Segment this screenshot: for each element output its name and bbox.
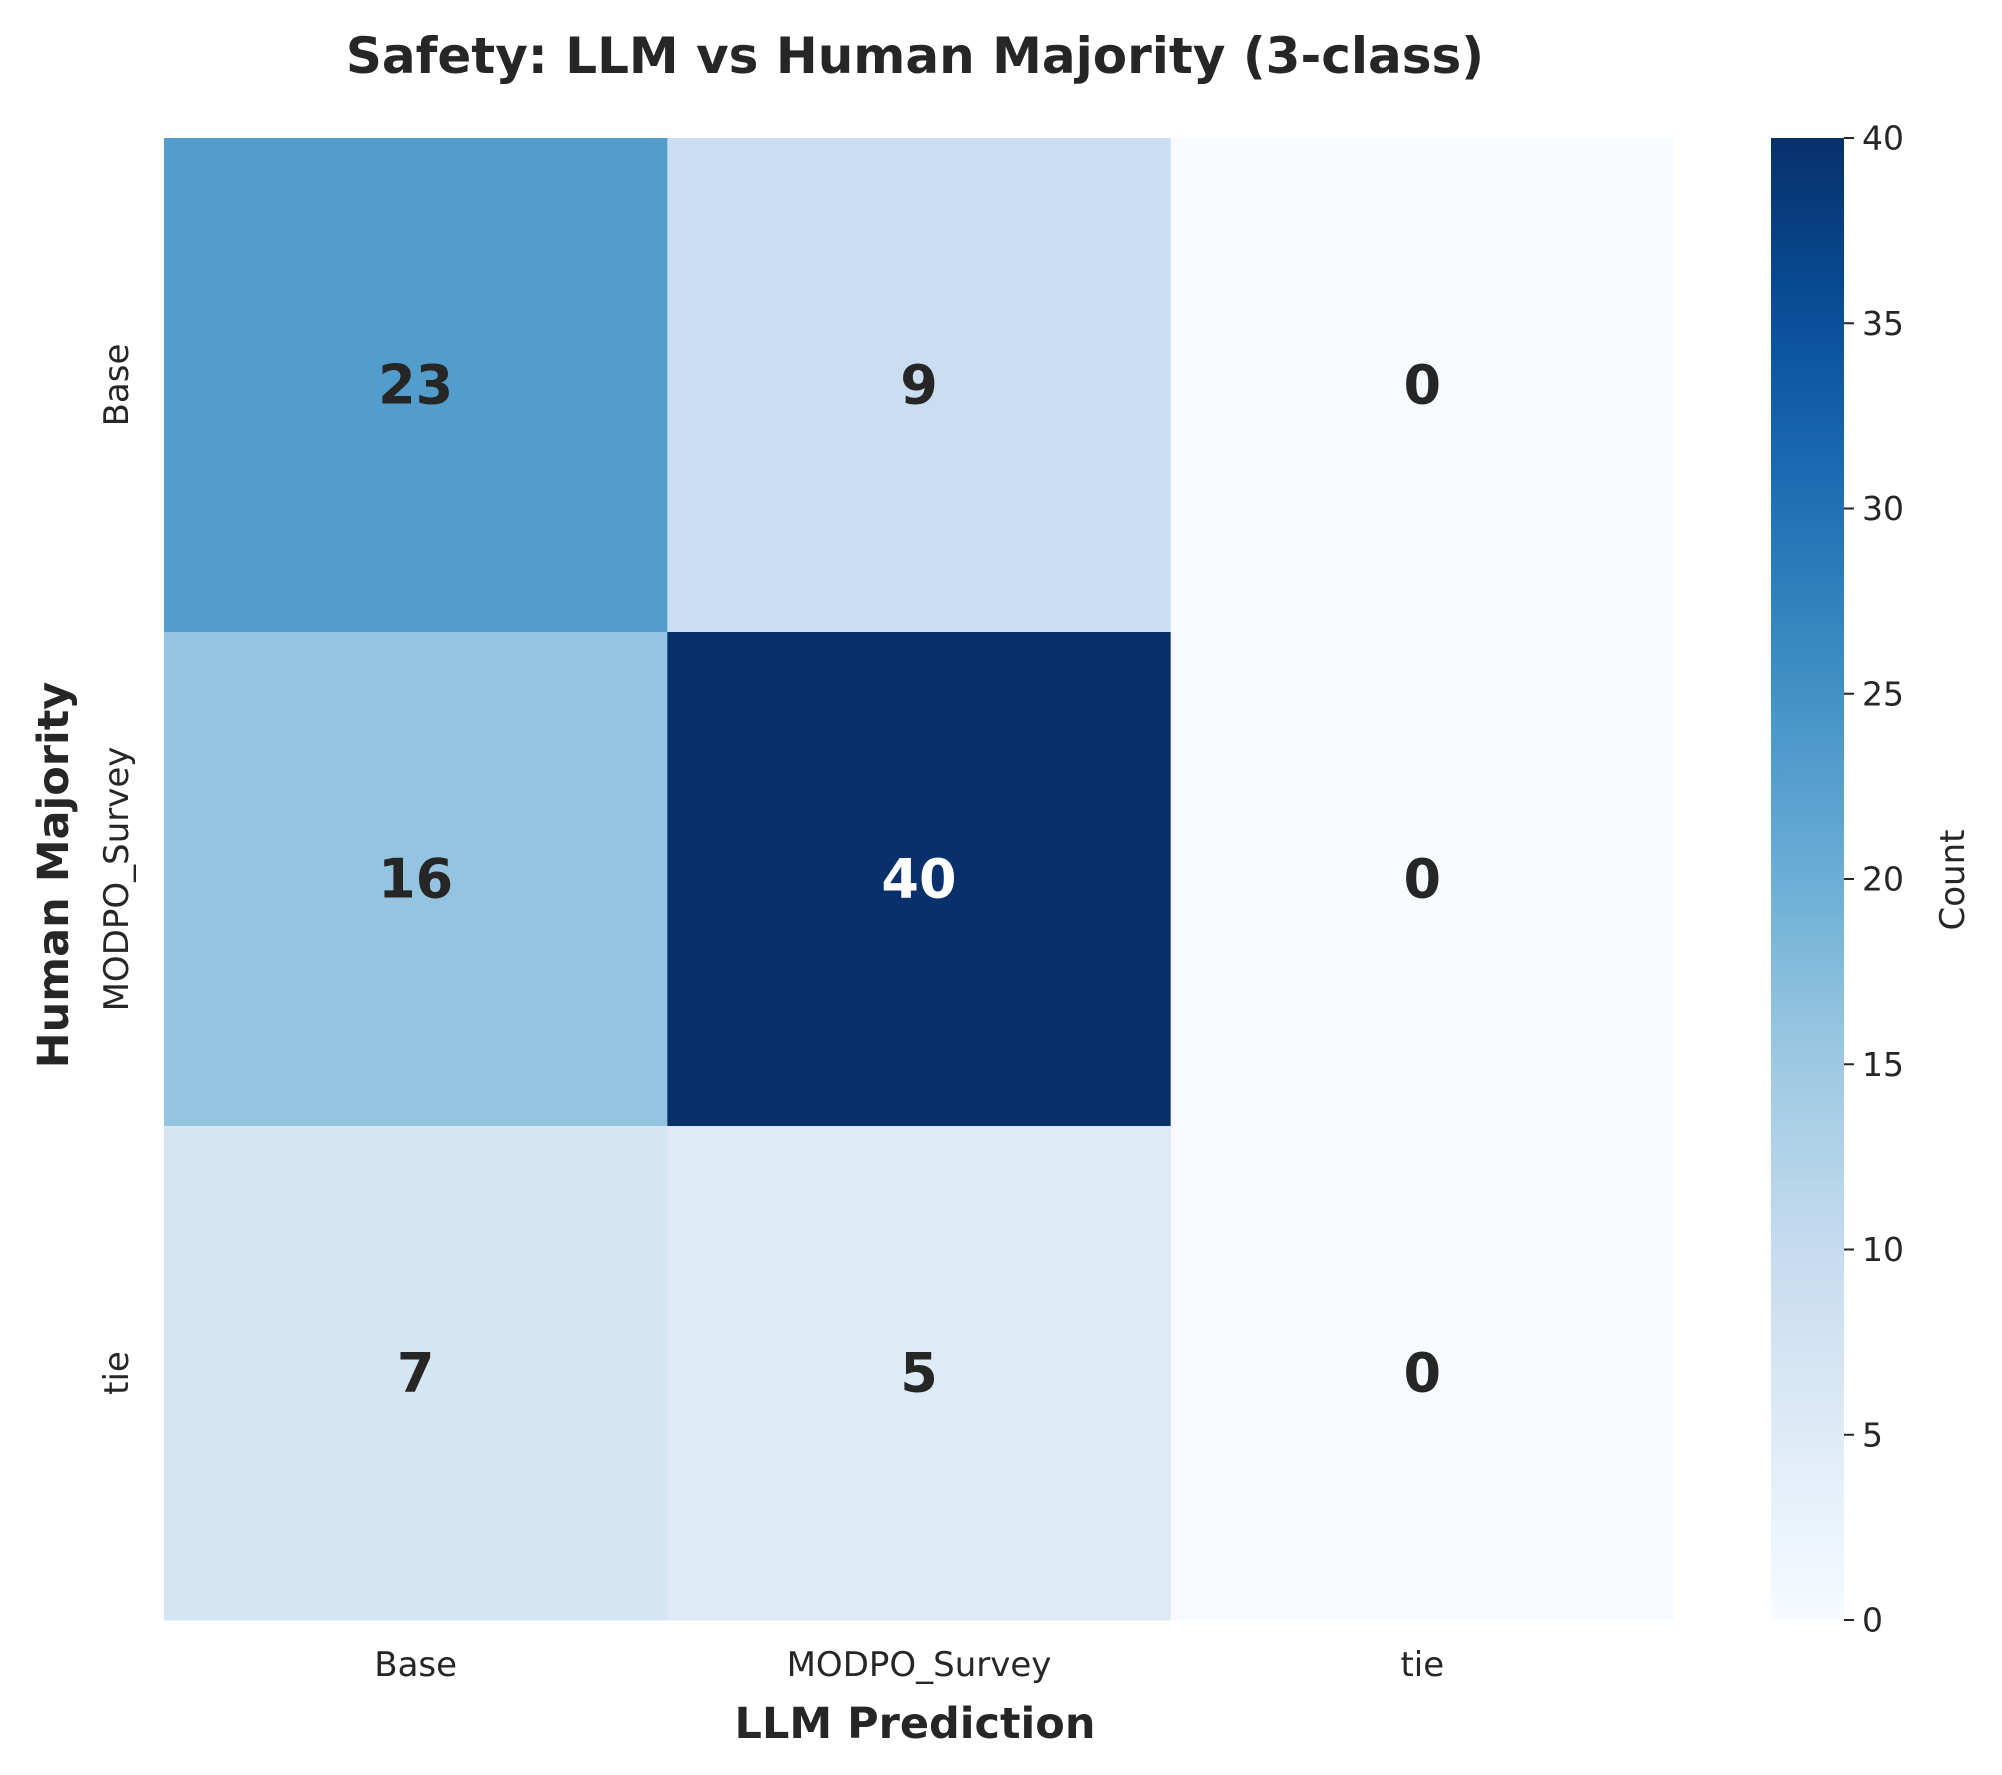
heatmap-cells — [164, 138, 1675, 1621]
cell-value-label: 16 — [378, 848, 453, 911]
colorbar-tick-label: 35 — [1862, 304, 1904, 343]
colorbar-gradient — [1771, 138, 1844, 1620]
cell-value-label: 0 — [1404, 354, 1442, 417]
heatmap-cell-tie-base — [164, 1126, 668, 1621]
cell-value-label: 9 — [900, 354, 938, 417]
heatmap-cell-base-tie — [1170, 138, 1675, 633]
colorbar-tick-label: 5 — [1862, 1415, 1883, 1454]
heatmap-cell-modpo-survey-tie — [1170, 632, 1675, 1127]
x-axis-label: LLM Prediction — [735, 1699, 1096, 1749]
colorbar-tick-label: 10 — [1862, 1230, 1904, 1269]
colorbar-tick-label: 20 — [1862, 860, 1904, 899]
x-tick-label: tie — [1400, 1645, 1444, 1685]
x-tick-label: MODPO_Survey — [787, 1645, 1052, 1685]
cell-value-label: 7 — [397, 1342, 435, 1405]
y-tick-label: MODPO_Survey — [97, 747, 137, 1012]
cell-value-label: 23 — [378, 354, 453, 417]
x-axis-ticks: Base MODPO_Survey tie — [374, 1645, 1444, 1685]
cell-value-label: 0 — [1404, 1342, 1442, 1405]
cell-value-label: 40 — [881, 848, 956, 911]
y-tick-label: tie — [97, 1351, 137, 1395]
y-tick-label: Base — [97, 344, 137, 427]
heatmap-cell-base-modpo-survey — [667, 138, 1172, 633]
heatmap-cell-tie-modpo-survey — [667, 1126, 1172, 1621]
heatmap-cell-modpo-survey-modpo-survey — [667, 632, 1172, 1127]
heatmap-cell-modpo-survey-base — [164, 632, 668, 1127]
colorbar-label: Count — [1933, 830, 1973, 931]
y-axis-label: Human Majority — [29, 682, 79, 1069]
colorbar-tick-label: 0 — [1862, 1601, 1883, 1640]
colorbar-tick-label: 15 — [1862, 1045, 1904, 1084]
colorbar-tick-label: 25 — [1862, 674, 1904, 713]
colorbar: 0 5 10 15 20 25 30 35 40 — [1771, 119, 1904, 1640]
colorbar-tick-label: 40 — [1862, 119, 1904, 158]
heatmap-cell-tie-tie — [1170, 1126, 1675, 1621]
x-tick-label: Base — [374, 1645, 457, 1685]
cell-value-label: 0 — [1404, 848, 1442, 911]
chart-title: Safety: LLM vs Human Majority (3-class) — [346, 27, 1484, 85]
colorbar-tick-label: 30 — [1862, 489, 1904, 528]
heatmap-cell-base-base — [164, 138, 668, 633]
cell-value-label: 5 — [900, 1342, 938, 1405]
heatmap-cell-labels: 23 9 0 16 40 0 7 5 0 — [378, 354, 1441, 1405]
